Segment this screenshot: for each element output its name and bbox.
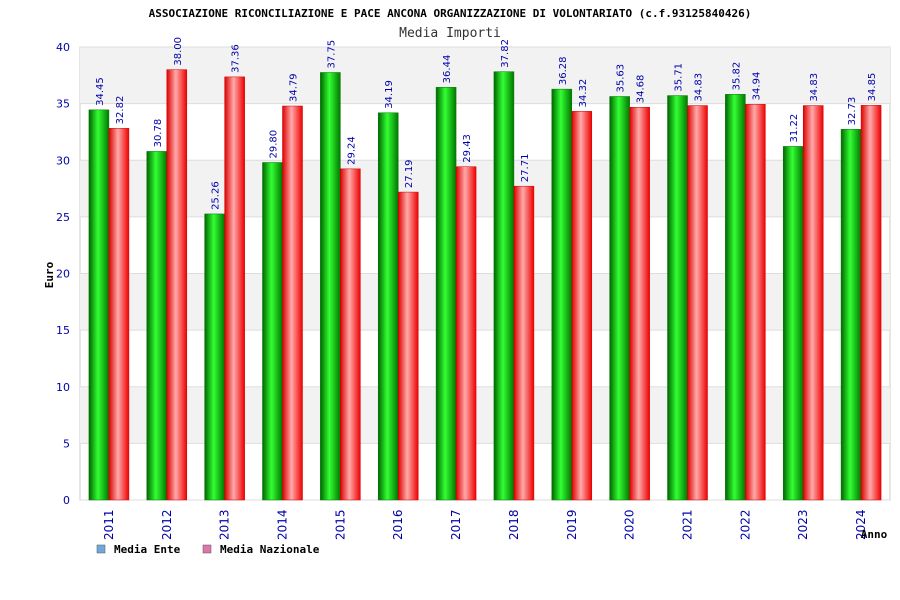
grid-band — [80, 160, 890, 217]
x-tick-label: 2022 — [738, 509, 752, 540]
value-label: 36.28 — [558, 56, 569, 85]
bar-media-nazionale-2016 — [397, 191, 419, 501]
x-tick-label: 2013 — [218, 509, 232, 540]
value-label: 32.73 — [847, 97, 858, 126]
x-axis-label: Anno — [861, 528, 888, 541]
bar-media-ente-2012 — [146, 151, 168, 501]
legend-label: Media Nazionale — [220, 543, 320, 556]
bar-media-nazionale-2021 — [687, 105, 708, 501]
legend-label: Media Ente — [114, 543, 181, 556]
value-label: 37.82 — [500, 39, 511, 68]
x-tick-label: 2014 — [276, 509, 290, 540]
bar-media-ente-2021 — [667, 95, 688, 501]
y-tick-label: 35 — [56, 98, 70, 111]
grid-band — [80, 47, 890, 104]
bar-media-nazionale-2020 — [629, 106, 650, 501]
bar-media-ente-2014 — [262, 162, 283, 501]
bar-media-nazionale-2022 — [745, 104, 766, 501]
value-label: 27.71 — [520, 154, 531, 183]
x-tick-label: 2015 — [333, 509, 347, 540]
bar-media-nazionale-2024 — [860, 105, 882, 501]
chart-subtitle: Media Importi — [399, 26, 501, 41]
value-label: 29.43 — [462, 134, 473, 163]
value-label: 34.83 — [809, 73, 820, 102]
bar-media-ente-2017 — [435, 87, 457, 501]
value-label: 34.83 — [694, 73, 705, 102]
bar-media-ente-2020 — [609, 96, 630, 501]
bar-media-ente-2013 — [204, 213, 225, 501]
value-label: 35.71 — [674, 63, 685, 92]
bar-media-nazionale-2018 — [513, 185, 535, 501]
grid-band — [80, 386, 890, 444]
bar-media-nazionale-2013 — [224, 76, 245, 501]
bar-media-nazionale-2017 — [455, 166, 477, 501]
value-label: 25.26 — [211, 181, 222, 210]
x-axis-ticks: 2011 2012 2013 2014 2015 2016 2017 2018 2019 2020… — [102, 509, 868, 540]
bar-media-nazionale-2014 — [282, 105, 303, 501]
y-tick-label: 40 — [56, 41, 70, 54]
x-tick-label: 2018 — [507, 509, 521, 540]
value-label: 34.79 — [289, 73, 300, 102]
x-tick-label: 2021 — [681, 509, 695, 540]
x-tick-label: 2023 — [796, 509, 810, 540]
bar-media-ente-2018 — [493, 71, 515, 501]
bar-media-ente-2016 — [377, 112, 399, 501]
value-label: 35.82 — [731, 62, 742, 91]
x-tick-label: 2019 — [565, 509, 579, 540]
x-tick-label: 2016 — [391, 509, 405, 540]
value-label: 34.85 — [867, 73, 878, 102]
value-label: 37.36 — [231, 44, 242, 73]
legend-swatch — [96, 544, 106, 554]
bar-media-ente-2019 — [551, 88, 573, 501]
x-tick-label: 2024 — [854, 509, 868, 540]
value-label: 37.75 — [326, 40, 337, 69]
legend: Media Ente Media Nazionale — [96, 543, 320, 556]
bar-media-nazionale-2012 — [166, 69, 188, 501]
value-label: 38.00 — [173, 37, 184, 66]
bar-media-nazionale-2015 — [340, 168, 361, 501]
value-label: 29.80 — [269, 130, 280, 159]
value-label: 34.45 — [95, 77, 106, 106]
y-axis-label: Euro — [43, 261, 56, 288]
bar-media-nazionale-2023 — [802, 105, 824, 501]
y-tick-label: 30 — [56, 154, 70, 167]
bar-media-ente-2011 — [88, 109, 110, 501]
legend-swatch — [202, 544, 212, 554]
value-label: 32.82 — [115, 96, 126, 125]
value-labels: 34.45 32.82 30.78 38.00 25.26 37.36 29.80 34.79… — [95, 37, 878, 210]
value-label: 29.24 — [346, 136, 357, 165]
chart-title: ASSOCIAZIONE RICONCILIAZIONE E PACE ANCO… — [149, 7, 752, 20]
y-tick-label: 25 — [56, 211, 70, 224]
y-tick-label: 0 — [63, 494, 70, 507]
bar-media-ente-2022 — [725, 94, 746, 501]
value-label: 30.78 — [153, 119, 164, 148]
value-label: 31.22 — [789, 114, 800, 143]
bar-media-nazionale-2011 — [108, 128, 130, 501]
y-tick-label: 10 — [56, 381, 70, 394]
bar-media-nazionale-2019 — [571, 111, 593, 501]
bars-group — [88, 69, 882, 501]
value-label: 34.32 — [578, 79, 589, 108]
x-tick-label: 2011 — [102, 509, 116, 540]
bar-media-ente-2015 — [320, 72, 341, 501]
y-tick-label: 20 — [56, 268, 70, 281]
value-label: 34.94 — [751, 72, 762, 101]
bar-media-ente-2023 — [782, 146, 804, 501]
x-tick-label: 2012 — [160, 509, 174, 540]
y-axis-ticks: 0 5 10 15 20 25 30 35 40 — [56, 41, 70, 507]
x-tick-label: 2017 — [449, 509, 463, 540]
value-label: 34.68 — [636, 75, 647, 104]
value-label: 35.63 — [616, 64, 627, 93]
y-tick-label: 15 — [56, 324, 70, 337]
bar-media-ente-2024 — [840, 129, 862, 501]
y-tick-label: 5 — [63, 437, 70, 450]
value-label: 34.19 — [384, 80, 395, 109]
x-tick-label: 2020 — [623, 509, 637, 540]
value-label: 27.19 — [404, 159, 415, 188]
grid-band — [80, 273, 890, 331]
value-label: 36.44 — [442, 55, 453, 84]
